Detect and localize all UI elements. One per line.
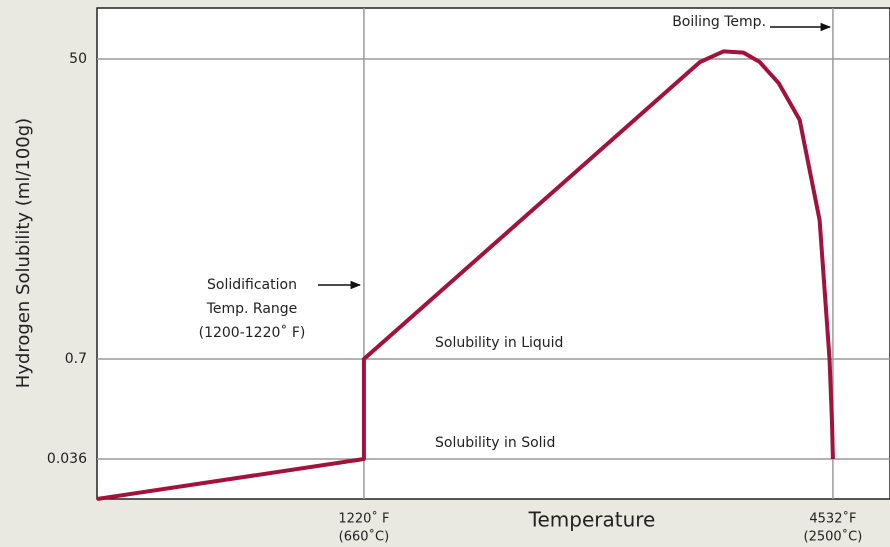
y-tick-label: 0.036: [47, 451, 87, 467]
annotation: Solubility in Solid: [435, 435, 555, 451]
x-axis-label: Temperature: [528, 508, 656, 532]
y-tick-label: 50: [69, 51, 87, 67]
annotation: Boiling Temp.: [672, 14, 766, 30]
y-tick-label: 0.7: [65, 351, 87, 367]
annotation: (1200-1220˚ F): [199, 324, 306, 341]
annotation: Solidification: [207, 277, 297, 293]
plot-area: [96, 7, 890, 500]
x-tick-label: 4532˚F: [809, 511, 856, 527]
x-tick-label: (660˚C): [339, 529, 390, 545]
x-tick-label: 1220˚ F: [338, 511, 389, 527]
x-tick-label: (2500˚C): [804, 529, 863, 545]
annotation: Temp. Range: [206, 301, 298, 317]
y-axis-label: Hydrogen Solubility (ml/100g): [13, 118, 34, 388]
curve: [96, 49, 835, 501]
annotation: Solubility in Liquid: [435, 335, 563, 351]
